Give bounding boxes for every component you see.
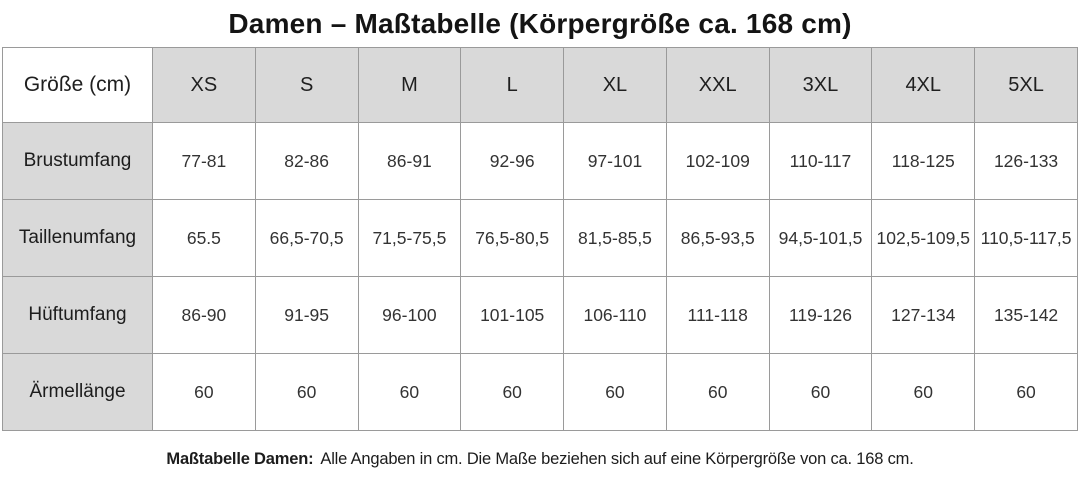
measurement-cell: 60 bbox=[871, 353, 976, 431]
measurement-cell: 118-125 bbox=[871, 122, 976, 200]
measurement-cell: 102-109 bbox=[665, 122, 770, 200]
measurement-cell: 110,5-117,5 bbox=[974, 199, 1078, 277]
measurement-cell: 60 bbox=[768, 353, 873, 431]
row-label-aermellaenge: Ärmellänge bbox=[2, 353, 153, 431]
measurement-cell: 76,5-80,5 bbox=[460, 199, 565, 277]
row-label-brustumfang: Brustumfang bbox=[2, 122, 153, 200]
measurement-cell: 92-96 bbox=[460, 122, 565, 200]
measurement-cell: 82-86 bbox=[254, 122, 359, 200]
size-header-xl: XL bbox=[563, 47, 667, 123]
measurement-cell: 81,5-85,5 bbox=[563, 199, 667, 277]
size-header-3xl: 3XL bbox=[768, 47, 873, 123]
measurement-cell: 77-81 bbox=[152, 122, 256, 200]
size-header-xs: XS bbox=[152, 47, 256, 123]
row-label-hueftumfang: Hüftumfang bbox=[2, 276, 153, 354]
measurement-cell: 86-90 bbox=[152, 276, 256, 354]
size-header-s: S bbox=[254, 47, 359, 123]
table-row-hueftumfang: Hüftumfang 86-90 91-95 96-100 101-105 10… bbox=[2, 276, 1078, 354]
size-header-xxl: XXL bbox=[665, 47, 770, 123]
measurement-cell: 60 bbox=[974, 353, 1078, 431]
row-label-taillenumfang: Taillenumfang bbox=[2, 199, 153, 277]
measurement-cell: 86,5-93,5 bbox=[665, 199, 770, 277]
footer-note-text: Alle Angaben in cm. Die Maße beziehen si… bbox=[320, 450, 914, 468]
measurement-cell: 94,5-101,5 bbox=[768, 199, 873, 277]
size-header-row: Größe (cm) XS S M L XL XXL 3XL 4XL 5XL bbox=[2, 47, 1078, 123]
measurement-cell: 110-117 bbox=[768, 122, 873, 200]
corner-cell-groesse: Größe (cm) bbox=[2, 47, 153, 123]
measurement-cell: 119-126 bbox=[768, 276, 873, 354]
size-table: Größe (cm) XS S M L XL XXL 3XL 4XL 5XL B… bbox=[2, 47, 1078, 431]
measurement-cell: 101-105 bbox=[460, 276, 565, 354]
measurement-cell: 60 bbox=[152, 353, 256, 431]
size-header-5xl: 5XL bbox=[974, 47, 1078, 123]
table-row-aermellaenge: Ärmellänge 60 60 60 60 60 60 60 60 60 bbox=[2, 353, 1078, 431]
measurement-cell: 126-133 bbox=[974, 122, 1078, 200]
measurement-cell: 97-101 bbox=[563, 122, 667, 200]
page-title: Damen – Maßtabelle (Körpergröße ca. 168 … bbox=[228, 8, 852, 39]
measurement-cell: 60 bbox=[460, 353, 565, 431]
measurement-cell: 86-91 bbox=[357, 122, 462, 200]
measurement-cell: 96-100 bbox=[357, 276, 462, 354]
measurement-cell: 91-95 bbox=[254, 276, 359, 354]
size-header-l: L bbox=[460, 47, 565, 123]
table-row-taillenumfang: Taillenumfang 65.5 66,5-70,5 71,5-75,5 7… bbox=[2, 199, 1078, 277]
measurement-cell: 102,5-109,5 bbox=[871, 199, 976, 277]
table-row-brustumfang: Brustumfang 77-81 82-86 86-91 92-96 97-1… bbox=[2, 122, 1078, 200]
measurement-cell: 71,5-75,5 bbox=[357, 199, 462, 277]
measurement-cell: 60 bbox=[563, 353, 667, 431]
footer-note: Maßtabelle Damen: Alle Angaben in cm. Die… bbox=[0, 450, 1080, 469]
measurement-cell: 66,5-70,5 bbox=[254, 199, 359, 277]
measurement-cell: 65.5 bbox=[152, 199, 256, 277]
measurement-cell: 60 bbox=[254, 353, 359, 431]
measurement-cell: 106-110 bbox=[563, 276, 667, 354]
footer-note-label: Maßtabelle Damen: bbox=[166, 450, 314, 468]
measurement-cell: 111-118 bbox=[665, 276, 770, 354]
measurement-cell: 60 bbox=[357, 353, 462, 431]
measurement-cell: 60 bbox=[665, 353, 770, 431]
measurement-cell: 127-134 bbox=[871, 276, 976, 354]
measurement-cell: 135-142 bbox=[974, 276, 1078, 354]
size-header-4xl: 4XL bbox=[871, 47, 976, 123]
size-header-m: M bbox=[357, 47, 462, 123]
